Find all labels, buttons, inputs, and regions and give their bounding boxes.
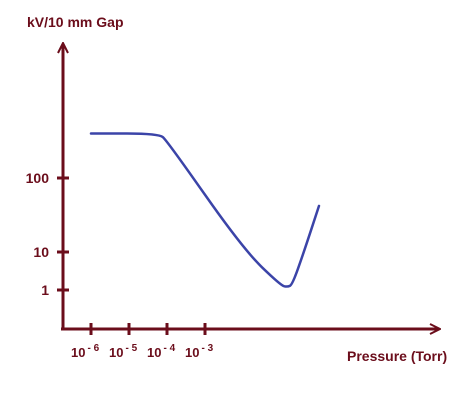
series-layer [89,132,321,288]
y-axis-label: kV/10 mm Gap [27,14,124,30]
y-tick-label: 1 [41,282,49,298]
x-tick-label: 10- 5 [109,343,138,360]
x-axis-label: Pressure (Torr) [347,348,447,364]
y-ticks: 1 10 100 [26,170,69,298]
x-ticks: 10- 6 10- 5 10- 4 10- 3 [71,323,214,360]
y-tick-label: 100 [26,170,50,186]
x-tick-label: 10- 4 [147,343,176,360]
y-tick-label: 10 [33,244,49,260]
x-tick-label: 10- 3 [185,343,214,360]
x-tick-label: 10- 6 [71,343,100,360]
series-line [89,132,321,288]
